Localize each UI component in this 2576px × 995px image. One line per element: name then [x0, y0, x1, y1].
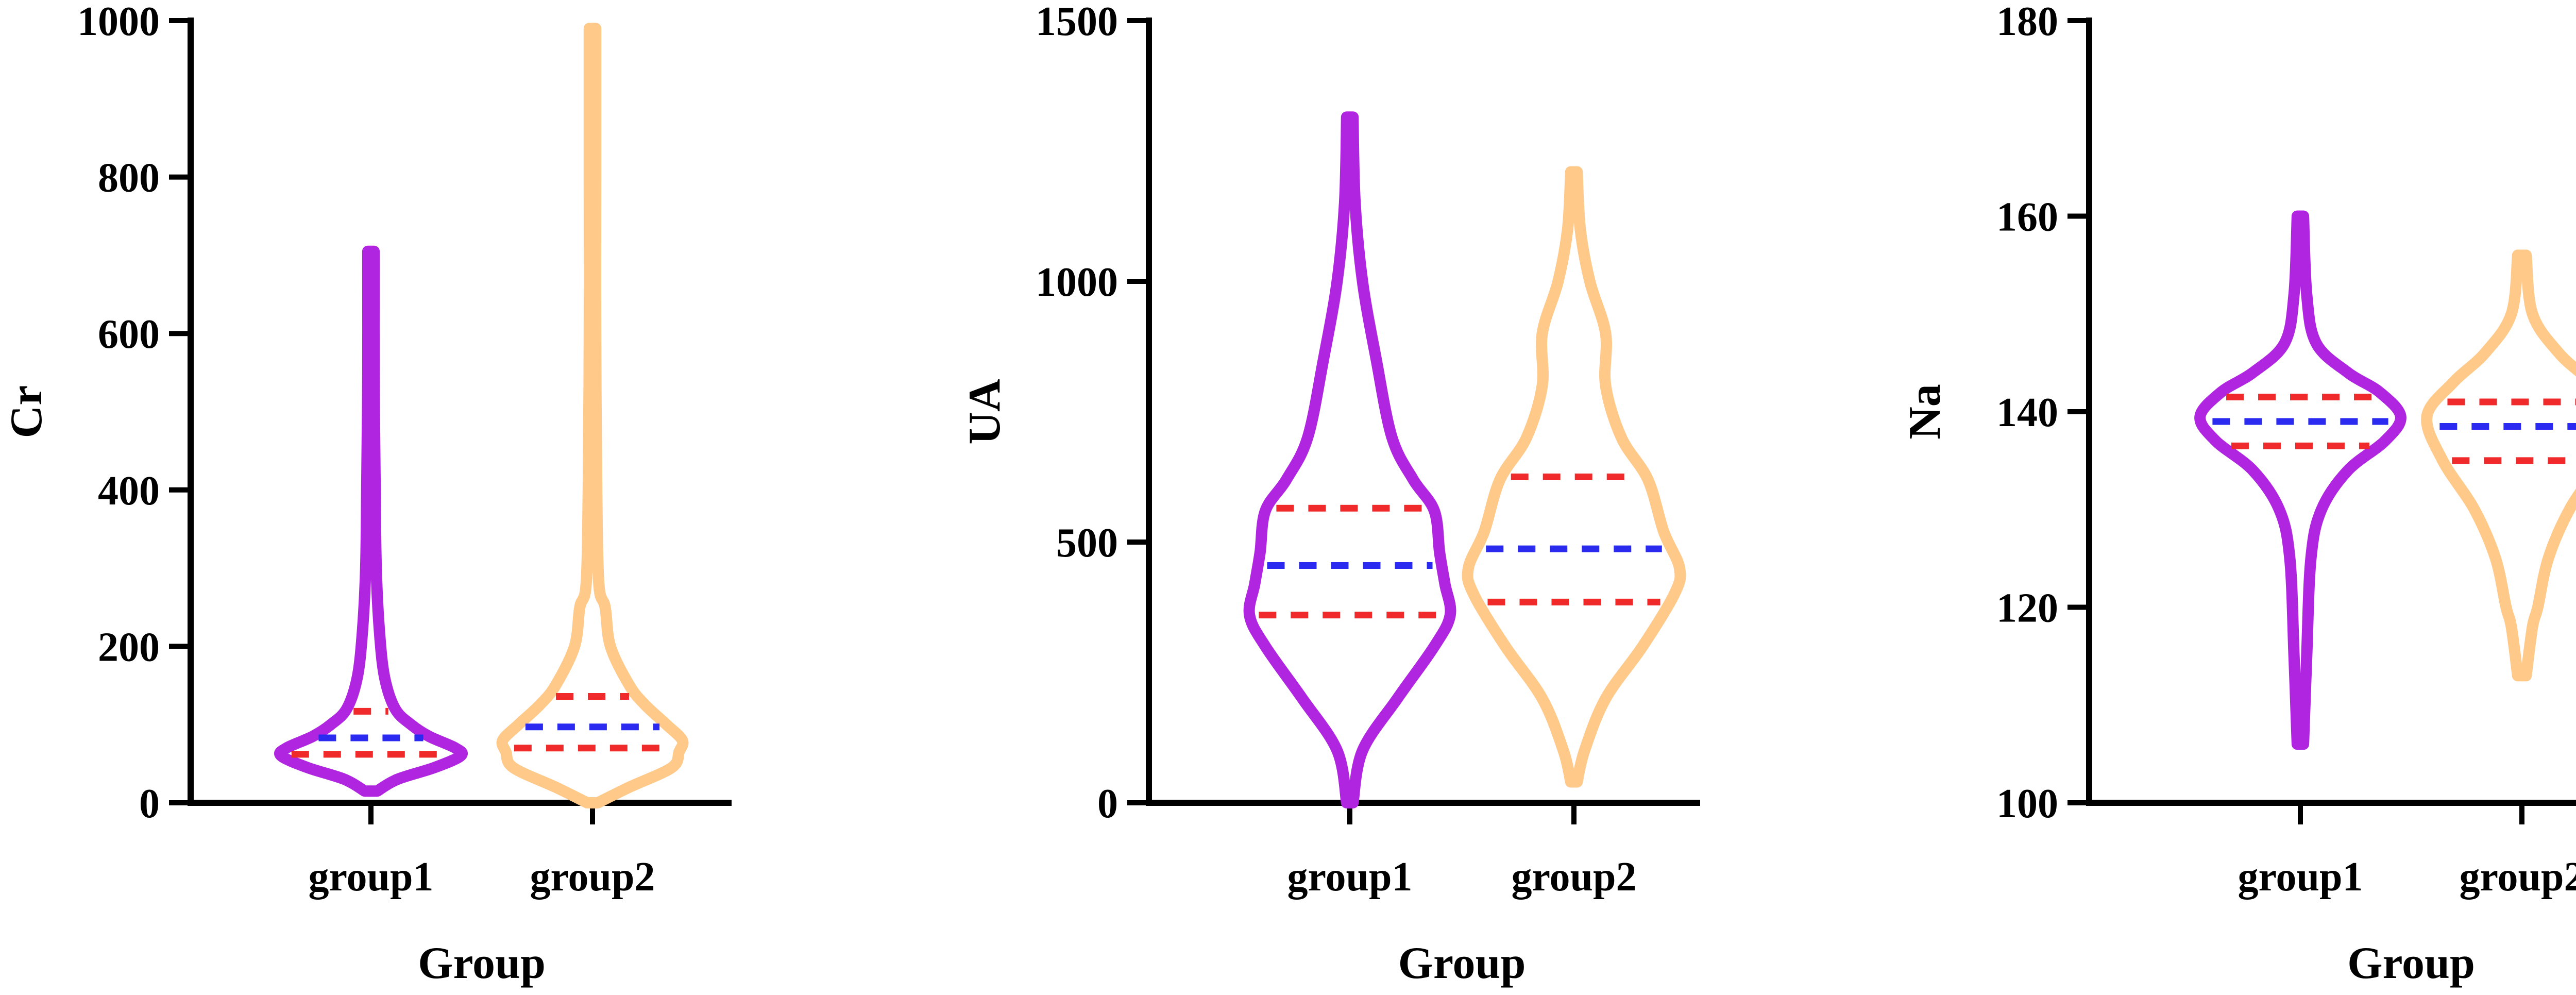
y-axis-title: UA: [960, 379, 1010, 444]
x-axis-title: Group: [418, 938, 546, 988]
y-tick-label: 180: [1996, 0, 2058, 44]
violin-group2: [1462, 166, 1686, 788]
y-tick-label: 1000: [1036, 260, 1118, 305]
x-tick-label-group1: group1: [308, 854, 433, 900]
violin-group2: [496, 23, 689, 808]
x-axis-title: Group: [1398, 938, 1526, 988]
y-tick-label: 400: [98, 468, 160, 514]
y-tick-label: 600: [98, 312, 160, 357]
violin-group2: [2421, 249, 2576, 682]
chart-panel-1: 0 200 400 600 800 1000 group1 group2 Group Cr: [2, 0, 732, 988]
y-tick-label: 800: [98, 156, 160, 201]
y-tick-label: 100: [1996, 781, 2058, 827]
y-tick-label: 200: [98, 625, 160, 670]
y-tick-label: 1000: [77, 0, 160, 44]
y-axis-title: Na: [1900, 384, 1950, 440]
violin-group1: [274, 245, 468, 797]
x-tick-label-group2: group2: [530, 854, 655, 900]
y-tick-label: 0: [139, 781, 160, 827]
x-axis-title: Group: [2347, 938, 2475, 988]
chart-panel-3: 100 120 140 160 180 group1 group2 Group Na: [1900, 0, 2576, 988]
chart-panel-2: 0 500 1000 1500 group1 group2 Group UA: [960, 0, 1700, 988]
y-tick-label: 500: [1056, 520, 1118, 566]
violin-group1: [1243, 111, 1456, 808]
x-tick-label-group1: group1: [2238, 854, 2363, 900]
x-tick-label-group2: group2: [2459, 854, 2576, 900]
y-tick-label: 160: [1996, 195, 2058, 240]
x-tick-label-group2: group2: [1511, 854, 1636, 900]
y-tick-label: 140: [1996, 390, 2058, 435]
y-axis-title: Cr: [2, 385, 52, 439]
y-tick-label: 1500: [1036, 0, 1118, 44]
x-tick-label-group1: group1: [1287, 854, 1412, 900]
y-tick-label: 0: [1097, 781, 1118, 827]
violin-group1: [2194, 210, 2406, 750]
y-tick-label: 120: [1996, 586, 2058, 631]
